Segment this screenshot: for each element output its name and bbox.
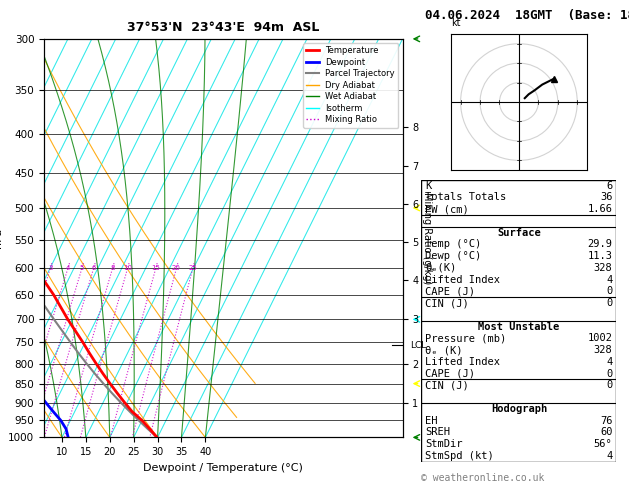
Text: 3: 3 [48, 265, 53, 271]
Text: 328: 328 [594, 263, 613, 273]
Title: 37°53'N  23°43'E  94m  ASL: 37°53'N 23°43'E 94m ASL [127, 20, 320, 34]
Text: 328: 328 [594, 345, 613, 355]
Text: CIN (J): CIN (J) [425, 298, 469, 308]
Text: Dewp (°C): Dewp (°C) [425, 251, 482, 261]
Text: θₑ (K): θₑ (K) [425, 345, 463, 355]
Text: 04.06.2024  18GMT  (Base: 18): 04.06.2024 18GMT (Base: 18) [425, 9, 629, 22]
Text: LCL: LCL [409, 341, 426, 350]
Text: Hodograph: Hodograph [491, 404, 547, 414]
Legend: Temperature, Dewpoint, Parcel Trajectory, Dry Adiabat, Wet Adiabat, Isotherm, Mi: Temperature, Dewpoint, Parcel Trajectory… [303, 43, 398, 128]
Text: StmSpd (kt): StmSpd (kt) [425, 451, 494, 461]
Text: CIN (J): CIN (J) [425, 381, 469, 390]
Text: 56°: 56° [594, 439, 613, 449]
Text: 8: 8 [110, 265, 114, 271]
Text: K: K [425, 181, 431, 191]
Text: Most Unstable: Most Unstable [478, 322, 560, 331]
Text: 0: 0 [606, 286, 613, 296]
Text: Temp (°C): Temp (°C) [425, 240, 482, 249]
Text: © weatheronline.co.uk: © weatheronline.co.uk [421, 473, 545, 483]
Text: 0: 0 [606, 368, 613, 379]
Text: 1002: 1002 [587, 333, 613, 344]
Text: SREH: SREH [425, 427, 450, 437]
Text: 15: 15 [152, 265, 160, 271]
Text: 5: 5 [80, 265, 84, 271]
Text: 1.66: 1.66 [587, 204, 613, 214]
Text: 4: 4 [606, 275, 613, 285]
Text: Totals Totals: Totals Totals [425, 192, 506, 203]
Text: 25: 25 [189, 265, 197, 271]
Text: Pressure (mb): Pressure (mb) [425, 333, 506, 344]
Y-axis label: hPa: hPa [0, 228, 3, 248]
Text: 11.3: 11.3 [587, 251, 613, 261]
Text: StmDir: StmDir [425, 439, 463, 449]
Text: Lifted Index: Lifted Index [425, 275, 500, 285]
Text: 29.9: 29.9 [587, 240, 613, 249]
Text: 0: 0 [606, 381, 613, 390]
Text: kt: kt [451, 17, 460, 28]
Text: CAPE (J): CAPE (J) [425, 286, 476, 296]
Text: 20: 20 [172, 265, 181, 271]
Text: Lifted Index: Lifted Index [425, 357, 500, 367]
Text: 4: 4 [65, 265, 70, 271]
X-axis label: Dewpoint / Temperature (°C): Dewpoint / Temperature (°C) [143, 463, 303, 473]
Text: θₑ(K): θₑ(K) [425, 263, 457, 273]
Text: 36: 36 [600, 192, 613, 203]
Text: CAPE (J): CAPE (J) [425, 368, 476, 379]
Text: 4: 4 [606, 451, 613, 461]
Text: EH: EH [425, 416, 438, 426]
Text: 0: 0 [606, 298, 613, 308]
Text: 10: 10 [123, 265, 132, 271]
Text: 6: 6 [91, 265, 96, 271]
Text: Surface: Surface [497, 227, 541, 238]
Text: 60: 60 [600, 427, 613, 437]
Text: 76: 76 [600, 416, 613, 426]
Text: PW (cm): PW (cm) [425, 204, 469, 214]
Text: 4: 4 [606, 357, 613, 367]
Y-axis label: Mixing Ratio (g/kg): Mixing Ratio (g/kg) [423, 192, 432, 284]
Text: 6: 6 [606, 181, 613, 191]
